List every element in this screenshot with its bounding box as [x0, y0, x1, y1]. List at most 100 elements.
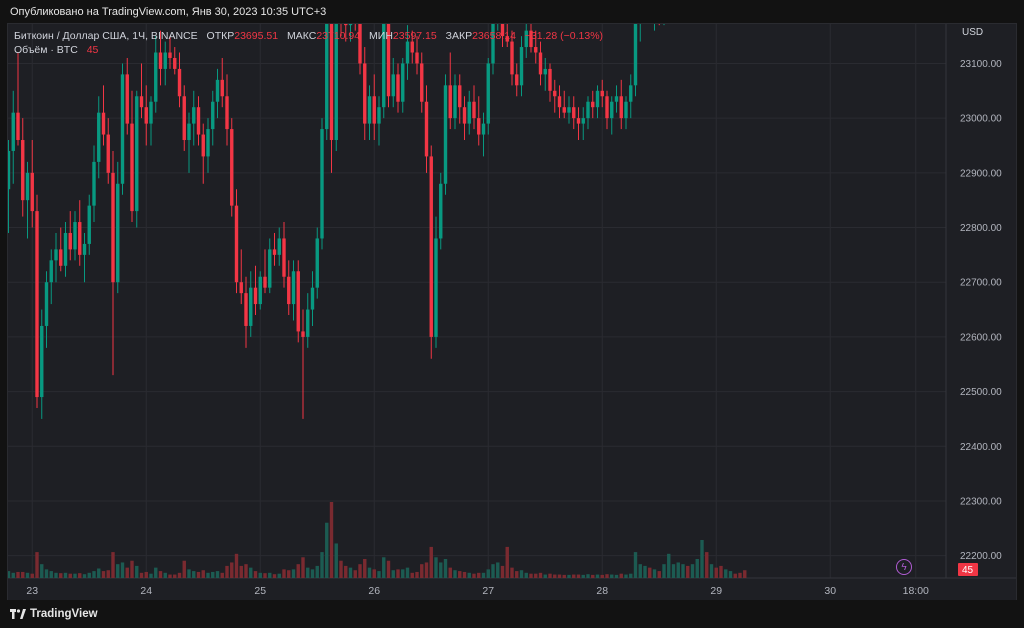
candle-down	[410, 41, 414, 53]
candle-up	[120, 74, 125, 184]
volume-bar	[168, 574, 172, 578]
volume-bar	[657, 571, 661, 578]
legend-ohlc-row: Биткоин / Доллар США, 1Ч, BINANCE ОТКР23…	[14, 29, 603, 43]
legend-close-value: 23658.14	[472, 30, 516, 42]
volume-bar	[619, 573, 623, 578]
volume-bar	[25, 572, 30, 578]
candle-down	[253, 287, 258, 305]
volume-bar	[662, 564, 666, 578]
volume-bar	[101, 571, 106, 578]
volume-bar	[738, 572, 742, 578]
chart-legend: Биткоин / Доллар США, 1Ч, BINANCE ОТКР23…	[14, 29, 603, 57]
volume-bar	[78, 573, 82, 578]
volume-bar	[325, 522, 329, 578]
candle-down	[472, 101, 476, 119]
candle-up	[25, 172, 30, 201]
volume-bar	[467, 572, 471, 578]
candle-up	[187, 123, 191, 141]
legend-high-label: МАКС	[286, 30, 317, 42]
volume-bar	[334, 543, 338, 578]
volume-bar	[705, 552, 709, 578]
volume-bar	[648, 567, 652, 578]
candle-down	[363, 63, 367, 124]
candle-down	[106, 134, 110, 173]
top-bar: Опубликовано на TradingView.com, Янв 30,…	[0, 0, 1024, 24]
candle-down	[557, 96, 562, 108]
candle-up	[434, 238, 438, 337]
volume-bar	[30, 573, 34, 578]
tradingview-logo[interactable]: TradingView	[10, 608, 98, 620]
price-tick-label: 22200.00	[960, 551, 1002, 562]
lightning-icon[interactable]: ϟ	[896, 559, 912, 575]
volume-bar	[44, 569, 49, 578]
candle-down	[572, 107, 576, 119]
candle-up	[192, 107, 196, 124]
price-tick-label: 22900.00	[960, 168, 1002, 179]
chart-svg[interactable]: 24000.0023900.0023800.0023700.0023600.00…	[8, 24, 1016, 600]
legend-open-value: 23695.51	[234, 30, 279, 42]
candle-up	[586, 101, 590, 119]
candle-down	[553, 90, 557, 97]
volume-bar	[173, 574, 177, 578]
volume-bar	[481, 572, 486, 578]
volume-bar	[496, 562, 500, 578]
volume-bar	[472, 573, 476, 578]
volume-bar	[690, 564, 695, 578]
candle-down	[477, 118, 481, 135]
candle-down	[562, 107, 566, 113]
volume-bar	[363, 559, 367, 578]
price-tick-label: 22400.00	[960, 442, 1002, 453]
candle-up	[581, 118, 585, 124]
volume-bar	[557, 574, 562, 578]
volume-bar	[538, 572, 543, 578]
candle-up	[367, 96, 372, 124]
volume-bar	[624, 574, 628, 578]
volume-bar	[54, 572, 58, 578]
volume-bar	[643, 565, 647, 578]
volume-bar	[310, 569, 315, 578]
volume-bar	[709, 564, 714, 578]
candle-down	[287, 276, 291, 305]
volume-bar	[519, 570, 524, 578]
volume-bar	[187, 569, 191, 578]
candle-down	[21, 140, 25, 201]
candle-down	[59, 249, 63, 266]
volume-bar	[733, 573, 737, 578]
candle-up	[63, 232, 68, 266]
volume-bar	[510, 567, 514, 578]
candle-down	[101, 112, 106, 135]
volume-bar	[287, 570, 291, 578]
candle-down	[505, 36, 509, 42]
volume-bar	[638, 564, 642, 578]
candle-down	[424, 101, 429, 157]
candle-up	[154, 52, 158, 102]
candle-down	[415, 52, 419, 64]
candle-up	[92, 161, 96, 206]
volume-bar	[714, 567, 718, 578]
volume-bar	[263, 573, 267, 578]
candle-down	[448, 85, 452, 119]
time-tick-label: 25	[254, 585, 266, 597]
volume-bar	[154, 567, 158, 578]
volume-bar	[567, 574, 571, 578]
candle-down	[301, 331, 305, 337]
legend-high-value: 23710.94	[316, 30, 361, 42]
volume-bar	[600, 574, 604, 578]
volume-bar	[182, 560, 186, 578]
volume-bar	[282, 569, 286, 578]
candle-up	[54, 249, 58, 261]
volume-bar	[695, 559, 699, 578]
volume-bar	[652, 569, 657, 578]
volume-bar	[21, 571, 25, 578]
volume-bar	[553, 574, 557, 578]
candle-down	[529, 30, 533, 48]
volume-bar	[306, 567, 310, 578]
volume-bar	[268, 572, 272, 578]
volume-bar	[439, 562, 443, 578]
candle-up	[258, 276, 262, 305]
volume-bar	[301, 557, 305, 578]
candle-up	[443, 85, 448, 184]
candle-up	[315, 238, 319, 288]
candle-down	[263, 276, 267, 288]
candle-up	[348, 24, 353, 26]
